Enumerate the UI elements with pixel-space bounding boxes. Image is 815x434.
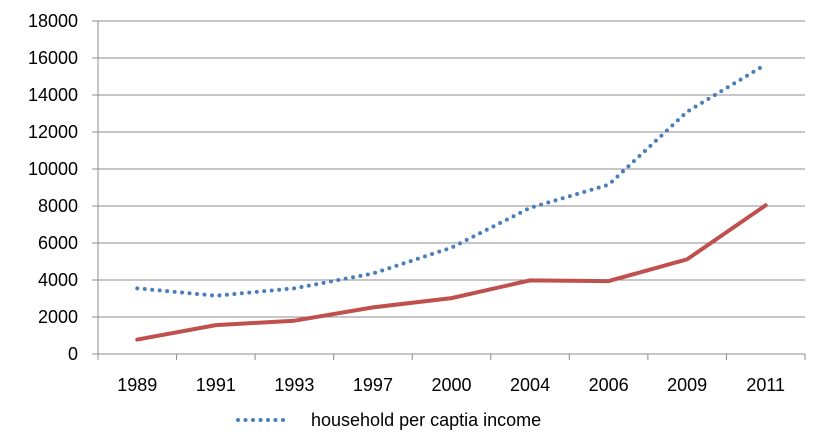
y-tick-label: 16000 [28,48,78,68]
x-tick-label: 2004 [510,375,550,395]
x-tick-label: 1997 [353,375,393,395]
y-tick-label: 8000 [38,196,78,216]
y-tick-label: 18000 [28,11,78,31]
series-lines [135,62,768,342]
y-tick-label: 14000 [28,85,78,105]
series-line-1 [135,62,768,298]
gridlines [98,20,805,318]
x-tick-label: 1993 [274,375,314,395]
x-tick-label: 2006 [589,375,629,395]
tick-labels: 0 2000 4000 6000 8000 10000 12000 14000 16000 180… [28,11,785,395]
y-tick-label: 12000 [28,122,78,142]
x-tick-label: 2009 [667,375,707,395]
x-tick-label: 2000 [431,375,471,395]
x-tick-label: 1991 [196,375,236,395]
legend-label: household per captia income [311,410,541,430]
x-tick-label: 2011 [746,375,785,395]
legend: household per captia income [236,410,541,430]
y-tick-label: 4000 [38,270,78,290]
y-tick-label: 10000 [28,159,78,179]
series-line-2 [135,203,768,342]
y-tick-label: 0 [68,344,78,364]
y-tick-label: 2000 [38,307,78,327]
axes [92,20,806,360]
x-tick-label: 1989 [117,375,157,395]
y-tick-label: 6000 [38,233,78,253]
